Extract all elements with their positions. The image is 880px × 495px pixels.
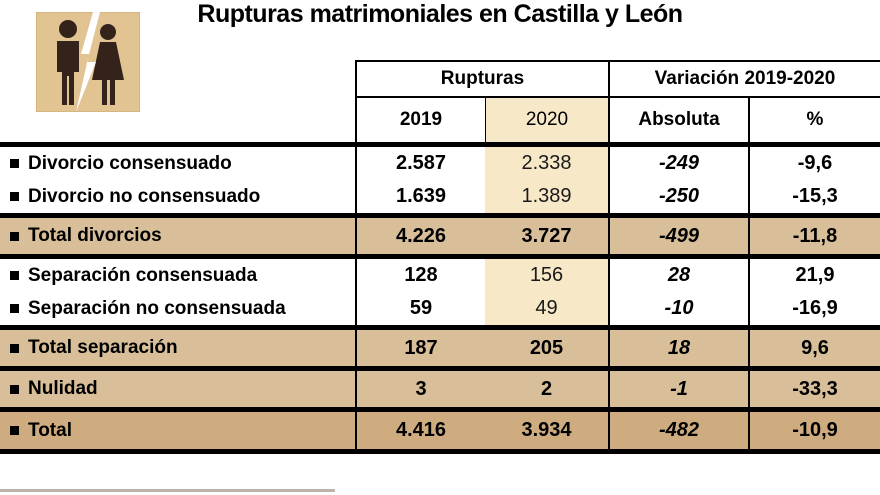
bullet-square-icon (10, 384, 19, 394)
section-divider (0, 142, 880, 147)
group-header-variacion: Variación 2019-2020 (608, 60, 880, 98)
table-row: Separación no consensuada 59 49 -10 -16,… (0, 292, 880, 325)
row-label-text: Divorcio consensuado (28, 152, 232, 174)
column-header-percent: % (748, 98, 880, 142)
cell-absoluta: -10 (608, 292, 748, 325)
group-header-row: Rupturas Variación 2019-2020 (0, 60, 880, 98)
group-header-rupturas: Rupturas (355, 60, 608, 98)
cell-percent: 9,6 (748, 330, 880, 366)
cell-percent: -9,6 (748, 147, 880, 180)
bullet-square-icon (10, 271, 19, 280)
bullet-square-icon (10, 426, 19, 435)
table-row: Divorcio no consensuado 1.639 1.389 -250… (0, 180, 880, 213)
bullet-square-icon (10, 304, 19, 313)
table-row: Divorcio consensuado 2.587 2.338 -249 -9… (0, 147, 880, 180)
divorce-couple-icon (35, 11, 141, 113)
row-label-text: Separación no consensuada (28, 297, 286, 319)
cell-absoluta: -249 (608, 147, 748, 180)
section-divider (0, 325, 880, 330)
row-label-text: Divorcio no consensuado (28, 185, 261, 207)
section-divider (0, 449, 880, 454)
row-label-text: Separación consensuada (28, 264, 258, 286)
column-header-2020: 2020 (485, 98, 608, 142)
ruptures-table: Rupturas Variación 2019-2020 2019 2020 A… (0, 60, 880, 454)
cell-2020: 205 (529, 336, 564, 359)
cell-2020: 49 (485, 292, 608, 325)
cell-2020: 3.934 (521, 419, 572, 441)
cell-2020: 2 (540, 377, 553, 400)
row-label: Separación consensuada (0, 259, 355, 292)
cell-2020: 2.338 (485, 147, 608, 180)
table-rows: Divorcio consensuado 2.587 2.338 -249 -9… (0, 147, 880, 454)
cell-percent: -16,9 (748, 292, 880, 325)
row-label: Divorcio no consensuado (0, 180, 355, 213)
row-label: Total (0, 412, 355, 449)
section-divider (0, 407, 880, 412)
cell-2019: 3 (355, 371, 485, 407)
column-header-2019: 2019 (355, 98, 485, 142)
cutoff-source-line (0, 489, 335, 492)
cell-absoluta: -499 (608, 218, 748, 254)
column-header-absoluta: Absoluta (608, 98, 748, 142)
bullet-square-icon (10, 231, 19, 241)
cell-absoluta: 18 (608, 330, 748, 366)
row-label: Nulidad (0, 371, 355, 407)
cell-2019: 128 (355, 259, 485, 292)
cell-2020: 156 (485, 259, 608, 292)
cell-absoluta: 28 (608, 259, 748, 292)
row-label: Divorcio consensuado (0, 147, 355, 180)
section-divider (0, 366, 880, 371)
table-row: Total divorcios 4.226 3.727 -499 -11,8 (0, 218, 880, 254)
row-label: Total divorcios (0, 218, 355, 254)
cell-2019: 59 (355, 292, 485, 325)
cell-absoluta: -482 (608, 412, 748, 449)
cell-percent: -10,9 (748, 412, 880, 449)
cell-2020: 1.389 (485, 180, 608, 213)
column-header-row: 2019 2020 Absoluta % (0, 98, 880, 142)
cell-2019: 4.416 (355, 412, 485, 449)
section-divider (0, 254, 880, 259)
bullet-square-icon (10, 159, 19, 168)
row-label: Separación no consensuada (0, 292, 355, 325)
row-label-text: Total divorcios (28, 225, 162, 246)
table-row: Separación consensuada 128 156 28 21,9 (0, 259, 880, 292)
table-row: Total separación 187 205 18 9,6 (0, 330, 880, 366)
cell-2019: 4.226 (355, 218, 485, 254)
cell-percent: 21,9 (748, 259, 880, 292)
table-row: Total 4.416 3.934 -482 -10,9 (0, 412, 880, 449)
header-spacer (0, 60, 355, 98)
cell-percent: -33,3 (748, 371, 880, 407)
row-label-text: Nulidad (28, 378, 98, 399)
page-title: Rupturas matrimoniales en Castilla y Leó… (197, 0, 683, 28)
table-row: Nulidad 3 2 -1 -33,3 (0, 371, 880, 407)
header-spacer (0, 98, 355, 142)
cell-2019: 1.639 (355, 180, 485, 213)
cell-percent: -15,3 (748, 180, 880, 213)
divorce-couple-svg (35, 11, 141, 113)
cell-2020: 3.727 (521, 224, 572, 247)
row-label-text: Total (28, 419, 72, 441)
row-label: Total separación (0, 330, 355, 366)
cell-percent: -11,8 (748, 218, 880, 254)
cell-2019: 2.587 (355, 147, 485, 180)
cell-absoluta: -1 (608, 371, 748, 407)
cell-2019: 187 (355, 330, 485, 366)
cell-absoluta: -250 (608, 180, 748, 213)
bullet-square-icon (10, 343, 19, 353)
section-divider (0, 213, 880, 218)
row-label-text: Total separación (28, 337, 178, 358)
bullet-square-icon (10, 192, 19, 201)
